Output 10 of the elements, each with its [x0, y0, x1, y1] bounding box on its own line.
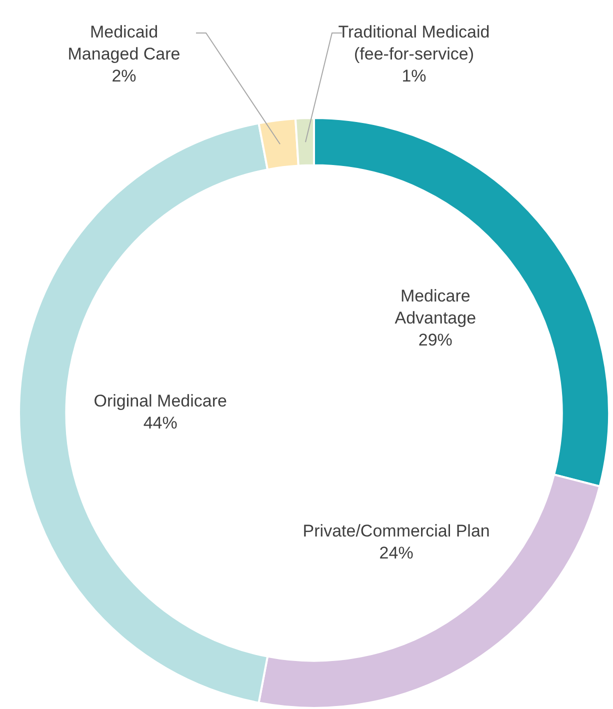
slice-label: Private/Commercial Plan [302, 521, 490, 540]
slice-label: Medicaid Managed Care [68, 22, 180, 64]
data-label: 29% [418, 330, 452, 350]
slice-label: Original Medicare [94, 392, 227, 411]
data-label: 44% [143, 414, 178, 433]
data-label: 24% [379, 543, 414, 562]
slice-label: Traditional Medicaid (fee-for-service) [338, 22, 490, 64]
slice-label: Medicare Advantage [394, 286, 476, 328]
data-label: 2% [112, 66, 136, 86]
data-label: 1% [402, 66, 426, 86]
